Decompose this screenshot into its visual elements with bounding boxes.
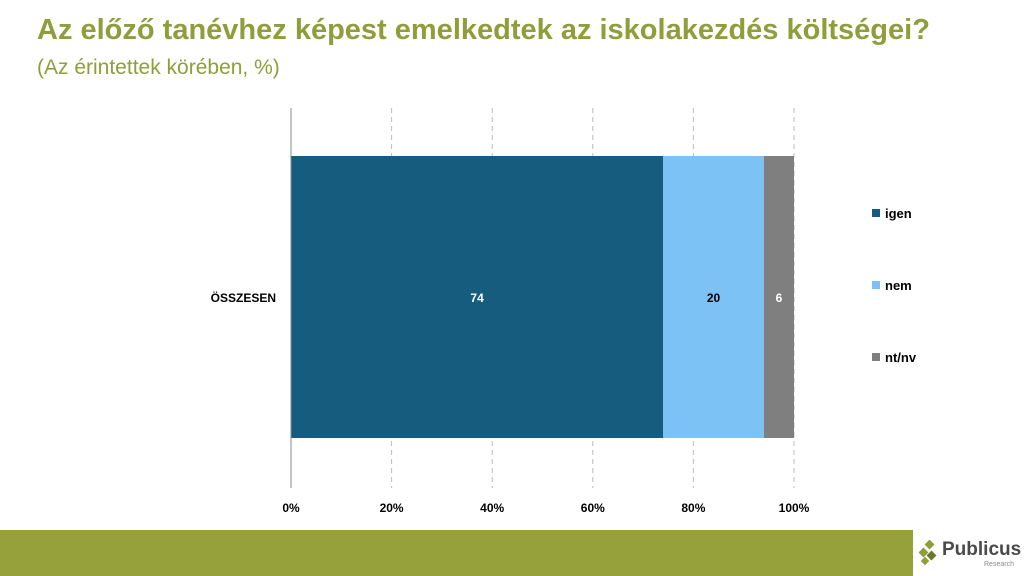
legend-label: nem xyxy=(885,278,912,293)
data-label: 6 xyxy=(776,291,783,305)
x-tick-label: 60% xyxy=(581,501,605,515)
data-label: 20 xyxy=(707,291,721,305)
legend-swatch xyxy=(872,209,880,217)
legend-swatch xyxy=(872,281,880,289)
x-tick-label: 0% xyxy=(282,501,300,515)
x-tick-label: 100% xyxy=(779,501,810,515)
data-label: 74 xyxy=(470,291,484,305)
legend-label: nt/nv xyxy=(885,350,917,365)
x-tick-label: 20% xyxy=(380,501,404,515)
logo-sub: Research xyxy=(984,561,1014,568)
legend-swatch xyxy=(872,353,880,361)
page-title: Az előző tanévhez képest emelkedtek az i… xyxy=(37,14,930,46)
legend-label: igen xyxy=(885,206,912,221)
page-subtitle: (Az érintettek körében, %) xyxy=(37,56,280,79)
category-label: ÖSSZESEN xyxy=(211,290,276,305)
logo-diamonds-icon xyxy=(918,540,937,566)
stacked-bar-chart: 0% 20% 40% 60% 80% 100% 74 20 6 ÖSSZESEN igen nem nt… xyxy=(211,108,917,515)
bar-segment-nt-nv xyxy=(763,156,794,438)
logo-name: Publicus xyxy=(942,539,1022,560)
publicus-logo: Publicus Research xyxy=(918,536,1024,576)
x-tick-label: 80% xyxy=(681,501,705,515)
bar-segment-nem xyxy=(663,156,764,438)
footer-bar xyxy=(0,530,913,576)
bar-segment-igen xyxy=(291,156,664,438)
x-tick-label: 40% xyxy=(480,501,504,515)
